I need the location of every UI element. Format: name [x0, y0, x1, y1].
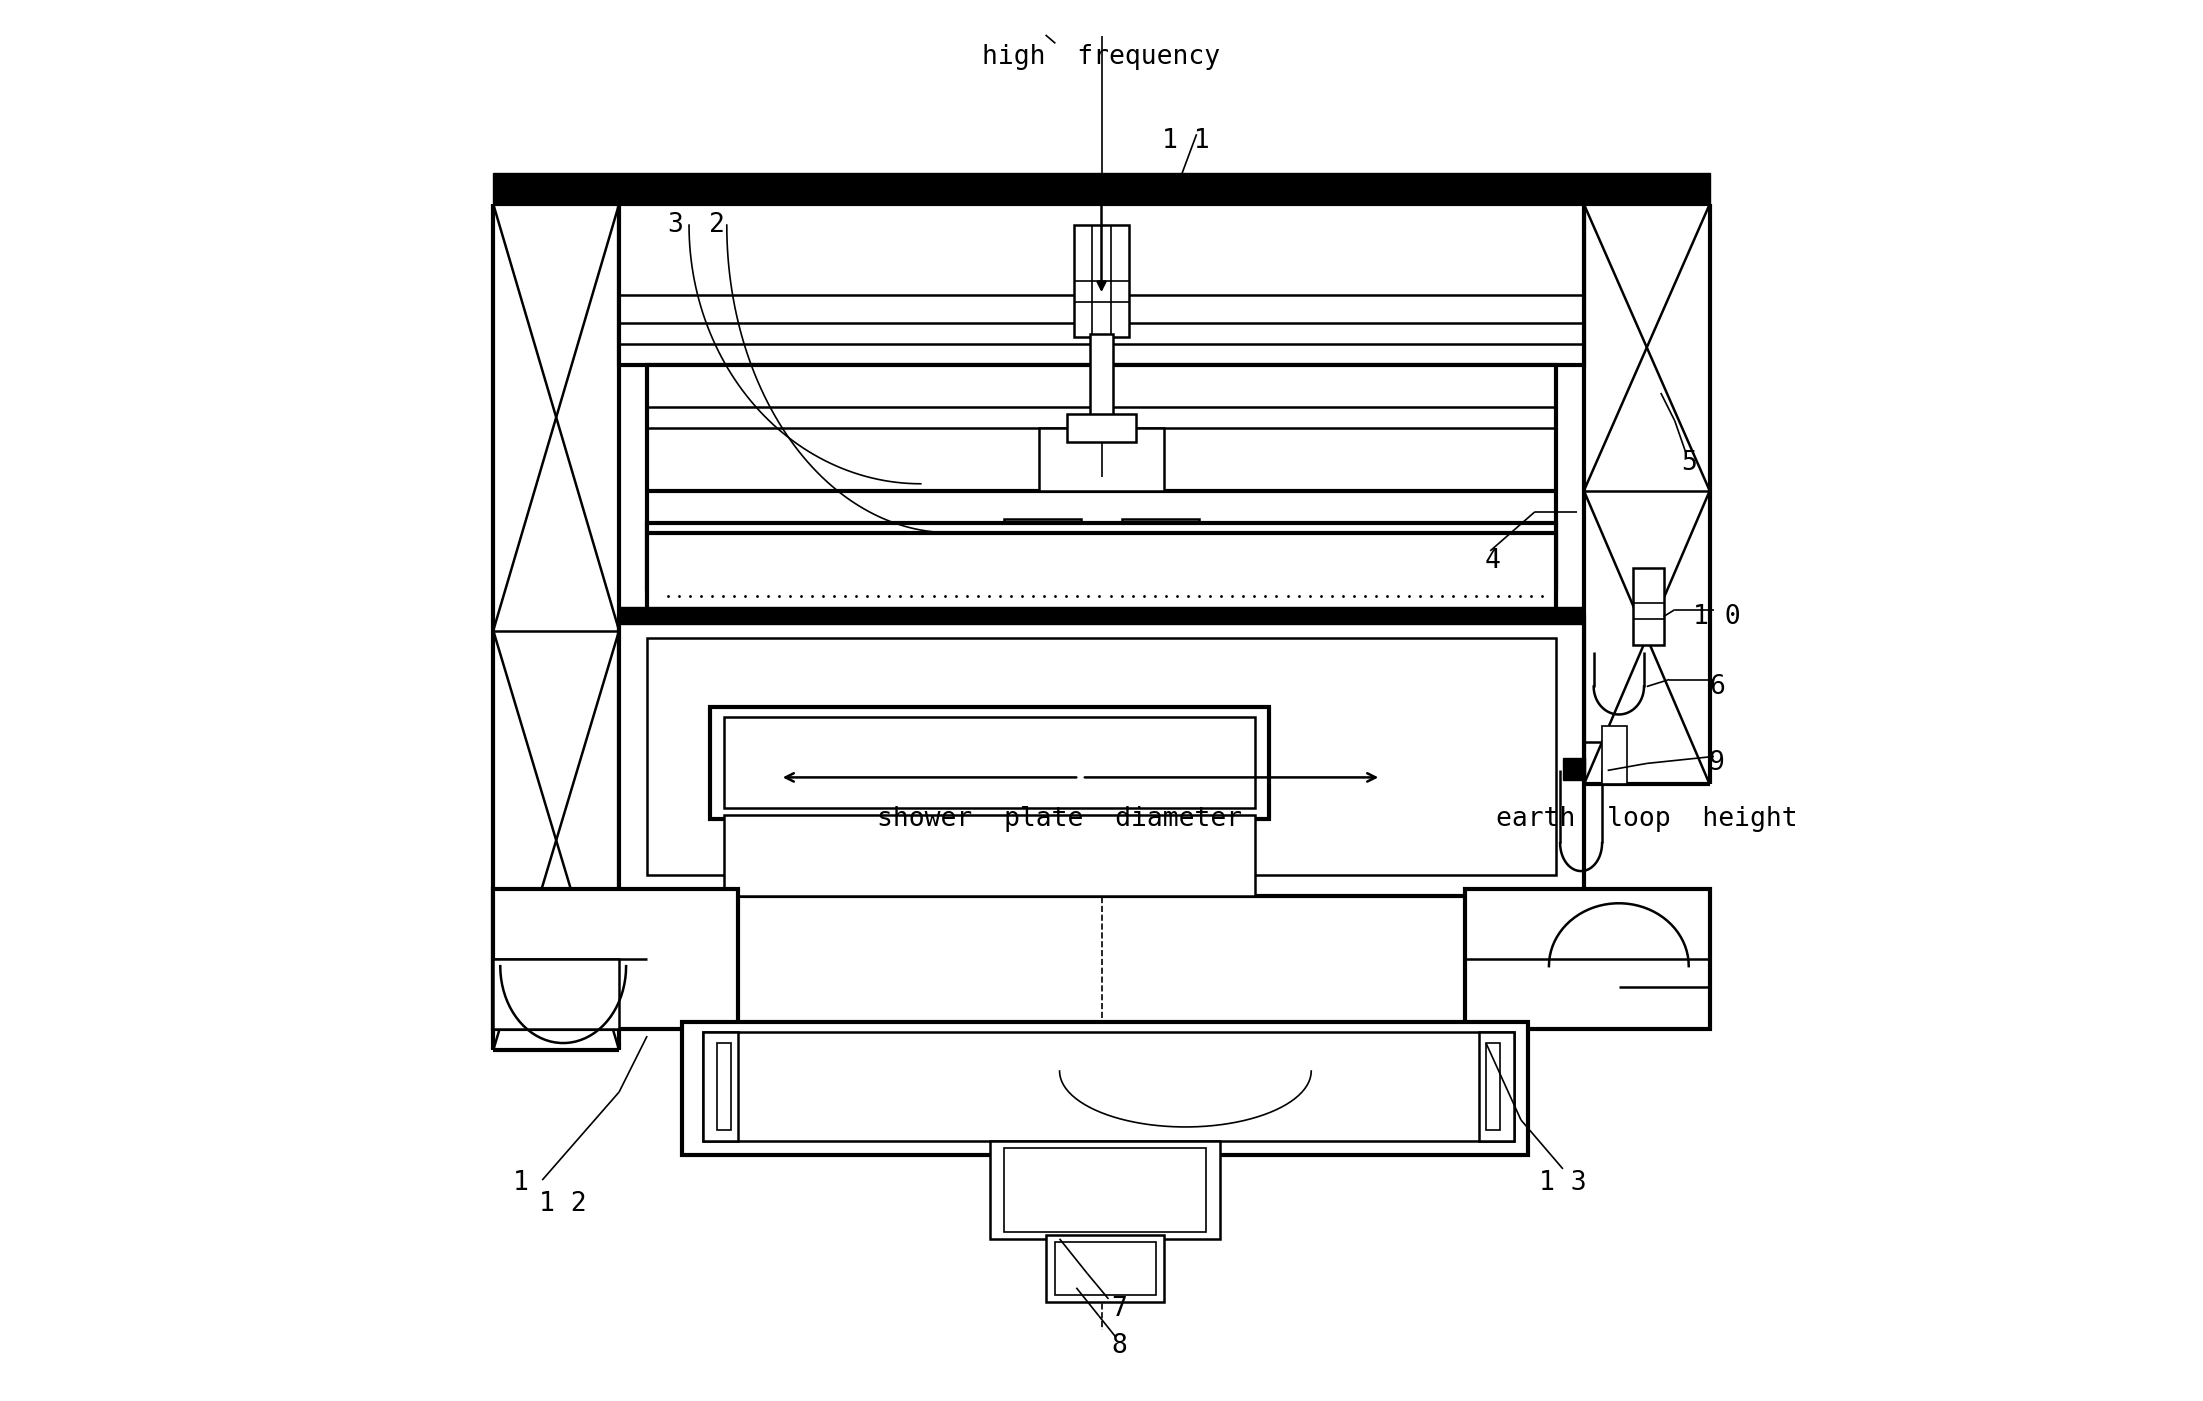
Bar [493, 890, 738, 1030]
Text: 9: 9 [1710, 751, 1725, 776]
Bar [619, 607, 1584, 623]
Bar [1562, 758, 1586, 780]
Text: high  frequency: high frequency [983, 45, 1220, 70]
Text: 4: 4 [1485, 548, 1500, 573]
Bar [716, 1044, 731, 1129]
Bar [648, 364, 1555, 588]
Bar [493, 174, 1710, 205]
Text: 1: 1 [513, 1170, 529, 1196]
Bar [989, 1140, 1220, 1238]
Bar [1090, 335, 1113, 420]
Text: earth  loop  height: earth loop height [1496, 807, 1798, 832]
Bar [648, 523, 1555, 616]
Bar [1465, 890, 1710, 1030]
Text: 1 2: 1 2 [540, 1191, 586, 1217]
Text: shower  plate  diameter: shower plate diameter [877, 807, 1242, 832]
Text: 1 3: 1 3 [1540, 1170, 1586, 1196]
Bar [1005, 518, 1079, 553]
Text: 1 1: 1 1 [1161, 129, 1209, 154]
Bar [709, 708, 1269, 820]
Bar [1005, 1147, 1207, 1231]
Text: 8: 8 [1113, 1334, 1128, 1359]
Text: 6: 6 [1710, 674, 1725, 699]
Text: 5: 5 [1681, 450, 1696, 476]
Bar [1602, 726, 1628, 785]
Text: 2: 2 [709, 212, 725, 238]
Bar [1487, 1044, 1500, 1129]
Bar [725, 717, 1256, 808]
Bar [703, 1033, 1513, 1140]
Bar [1046, 1234, 1165, 1302]
Bar [619, 205, 1584, 364]
Bar [1124, 518, 1198, 553]
Bar [1038, 427, 1165, 490]
Bar [703, 1033, 738, 1140]
Bar [1073, 226, 1130, 338]
Bar [725, 815, 1256, 897]
Bar [1066, 413, 1137, 441]
Bar [1632, 567, 1663, 644]
Bar [493, 960, 619, 1030]
Bar [1055, 1241, 1157, 1295]
Text: 7: 7 [1113, 1296, 1128, 1321]
Bar [1478, 1033, 1513, 1140]
Bar [648, 637, 1555, 876]
Bar [619, 616, 1584, 897]
Text: 1 0: 1 0 [1692, 604, 1740, 629]
Bar [683, 1023, 1529, 1154]
Text: 3: 3 [668, 212, 683, 238]
